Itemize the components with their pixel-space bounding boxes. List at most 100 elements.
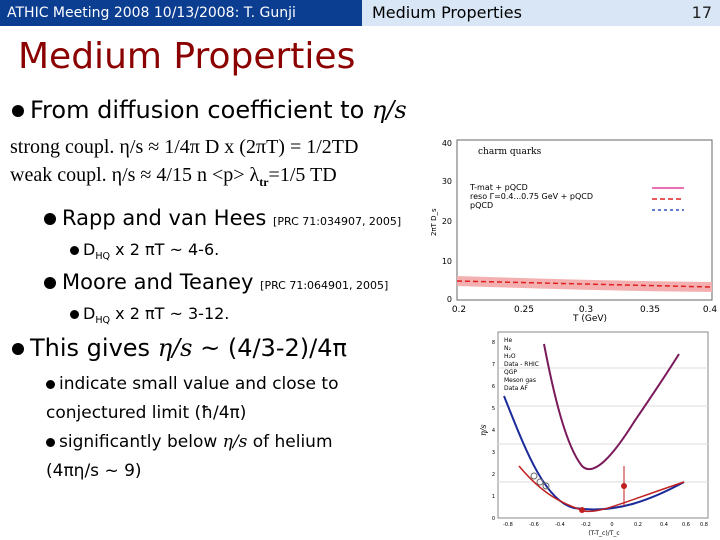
x2-tick: 0.6	[682, 522, 690, 528]
reso-line	[456, 280, 713, 288]
moore-value-sub: HQ	[95, 315, 111, 327]
xtick-0.25: 0.25	[514, 305, 534, 315]
data-af-point	[536, 478, 544, 486]
strong-coupling-text: strong coupl. η/s ≈ 1/4π D x (2πT) = 1/2…	[10, 136, 359, 158]
y2-tick: 8	[492, 340, 495, 346]
rapp-reference: [PRC 71:034907, 2005]	[273, 215, 402, 228]
header-meeting-info: ATHIC Meeting 2008 10/13/2008: T. Gunji	[0, 0, 362, 26]
legend-reso: reso Γ=0.4...0.75 GeV + pQCD	[470, 192, 593, 201]
bullet-icon	[70, 246, 79, 255]
x-axis-label: T (GeV)	[572, 314, 607, 322]
rapp-value-post: x 2 πT ~ 4-6.	[110, 240, 220, 259]
ytick-10: 10	[442, 257, 452, 266]
eta-s-math: η/s	[371, 96, 407, 124]
moore-reference: [PRC 71:064901, 2005]	[260, 279, 389, 292]
bullet-diffusion: From diffusion coefficient to η/s	[12, 96, 407, 124]
x2-tick: 0.2	[634, 522, 642, 528]
moore-value-pre: D	[83, 304, 96, 323]
he-curve	[543, 343, 680, 471]
y2-tick: 0	[492, 516, 495, 522]
bullet-moore-value: DHQ x 2 πT ~ 3-12.	[70, 304, 229, 326]
plot2-frame	[497, 331, 709, 519]
bullet-icon	[12, 105, 24, 117]
legend2-meson: Meson gas	[504, 377, 536, 384]
legend2-n2: N₂	[504, 345, 511, 352]
legend2-qgp: QGP	[504, 369, 517, 376]
rapp-value-sub: HQ	[95, 251, 111, 263]
gives-pre: This gives	[30, 334, 158, 362]
charm-diffusion-figure: charm quarks T-mat + pQCD reso Γ=0.4...0…	[430, 136, 720, 322]
rapp-value-pre: D	[83, 240, 96, 259]
x2-tick: -0.2	[581, 522, 591, 528]
xtick-0.3: 0.3	[579, 305, 593, 315]
moore-value-post: x 2 πT ~ 3-12.	[110, 304, 230, 323]
bullet-icon	[12, 343, 24, 355]
bullet-rapp: Rapp and van Hees [PRC 71:034907, 2005]	[44, 206, 401, 230]
y2-tick: 5	[492, 406, 495, 412]
rapp-text: Rapp and van Hees	[62, 206, 274, 230]
moore-text: Moore and Teaney	[62, 270, 261, 294]
y2-tick: 2	[492, 472, 495, 478]
eta-s-figure: He N₂ H₂O Data - RHIC QGP Meson gas Data…	[474, 326, 714, 538]
x2-tick: 0.8	[700, 522, 708, 528]
para-helium-math: η/s	[222, 432, 248, 452]
header-section: Medium Properties 17	[362, 0, 720, 26]
weak-coupling-sub: tr	[259, 175, 269, 189]
bullet-this-gives: This gives η/s ~ (4/3-2)/4π	[12, 334, 347, 362]
legend-pqcd: pQCD	[470, 201, 493, 210]
weak-coupling-formula: weak coupl. η/s ≈ 4/15 n <p> λtr=1/5 TD	[10, 164, 337, 190]
weak-coupling-text: weak coupl. η/s ≈ 4/15 n <p> λ	[10, 164, 260, 186]
legend2-he: He	[504, 337, 513, 344]
para-helium-post: of helium (4πη/s ~ 9)	[46, 432, 333, 481]
figure-background	[430, 136, 720, 322]
legend-title: charm quarks	[478, 147, 542, 157]
bullet-diffusion-text: From diffusion coefficient to	[30, 96, 372, 124]
x2-tick: -0.4	[555, 522, 565, 528]
reso-band	[457, 276, 712, 292]
bullet-icon	[46, 437, 55, 447]
y2-tick: 1	[492, 494, 495, 500]
xtick-0.2: 0.2	[452, 305, 466, 315]
x2-tick: -0.8	[503, 522, 513, 528]
weak-coupling-tail: =1/5 TD	[268, 164, 337, 186]
page-number: 17	[691, 3, 712, 22]
ytick-20: 20	[442, 217, 452, 226]
y2-axis-label: η/s	[479, 424, 488, 436]
y2-tick: 3	[492, 450, 495, 456]
xtick-0.4: 0.4	[703, 305, 718, 315]
ytick-30: 30	[442, 177, 452, 186]
gives-post: ~ (4/3-2)/4π	[192, 334, 347, 362]
ytick-40: 40	[442, 139, 452, 148]
strong-coupling-formula: strong coupl. η/s ≈ 1/4π D x (2πT) = 1/2…	[10, 136, 358, 159]
x2-tick: 0	[610, 522, 613, 528]
y-axis-label: 2πT D_s	[430, 208, 438, 236]
bullet-moore: Moore and Teaney [PRC 71:064901, 2005]	[44, 270, 388, 294]
x2-tick: -0.6	[529, 522, 539, 528]
header-section-title: Medium Properties	[372, 3, 522, 22]
bullet-icon	[44, 277, 56, 289]
slide-title: Medium Properties	[18, 36, 356, 77]
ytick-0: 0	[447, 295, 452, 304]
para-helium-pre: significantly below	[59, 432, 223, 452]
bullet-rapp-value: DHQ x 2 πT ~ 4-6.	[70, 240, 219, 262]
conclusion-paragraph: indicate small value and close to conjec…	[46, 370, 376, 486]
x2-axis-label: (T-T_c)/T_c	[588, 530, 619, 537]
legend2-af: Data AF	[504, 385, 528, 392]
bullet-icon	[46, 379, 55, 389]
gives-math: η/s	[157, 334, 193, 362]
y2-tick: 4	[492, 428, 495, 434]
data-af-point	[542, 482, 550, 490]
bullet-icon	[70, 310, 79, 319]
para-small-value: indicate small value and close to conjec…	[46, 374, 339, 423]
legend2-rhic: Data - RHIC	[504, 361, 539, 368]
legend-tmat: T-mat + pQCD	[469, 183, 528, 192]
bullet-icon	[44, 213, 56, 225]
y2-tick: 6	[492, 384, 495, 390]
data-af-point	[530, 472, 538, 480]
legend2-h2o: H₂O	[504, 353, 516, 360]
y2-tick: 7	[492, 362, 495, 368]
x2-tick: 0.4	[660, 522, 668, 528]
rhic-data-point	[579, 507, 585, 513]
plot-frame	[456, 139, 713, 301]
xtick-0.35: 0.35	[640, 305, 660, 315]
